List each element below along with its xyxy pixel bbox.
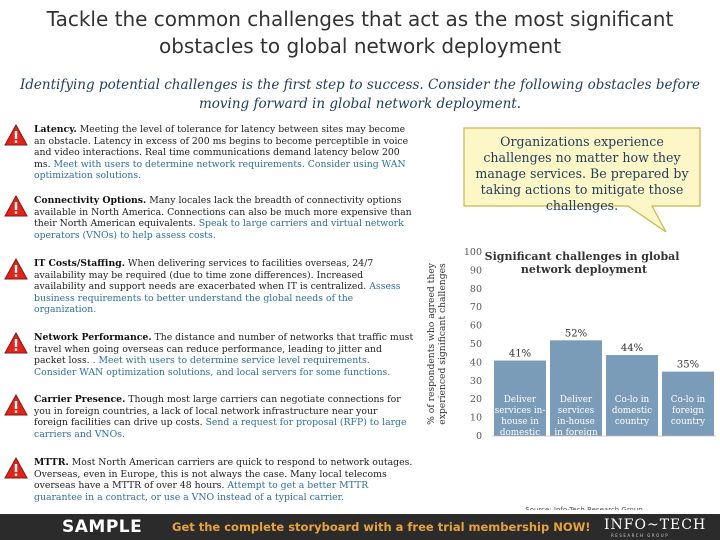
trial-membership-link[interactable]: Get the complete storyboard with a free …	[172, 520, 591, 534]
y-tick-label: 10	[470, 413, 482, 424]
x-category-label-line: in foreign	[554, 428, 598, 438]
chart-title: Significant challenges in global network…	[485, 250, 684, 276]
chart-source: Source: Info-Tech Research Group	[525, 506, 643, 510]
warning-icon	[4, 195, 28, 217]
bar-value-label: 41%	[509, 349, 531, 360]
chart-y-axis-label: % of respondents who agreed theyexperien…	[426, 262, 448, 425]
chart-bar	[550, 340, 602, 436]
challenge-recommendation: Speak to large carriers and virtual netw…	[34, 218, 404, 241]
x-category-label-line: services	[558, 406, 595, 416]
x-category-label-line: country	[559, 439, 593, 449]
challenge-recommendation: Meet with users to determine network req…	[34, 158, 406, 182]
bar-chart: % of respondents who agreed theyexperien…	[426, 247, 716, 510]
x-category-label-line: house in	[501, 417, 539, 427]
x-category-label-line: country	[503, 439, 537, 449]
y-tick-label: 50	[470, 339, 482, 350]
warning-icon	[4, 258, 28, 280]
challenge-heading: Latency.	[34, 124, 77, 135]
challenge-recommendation: . Meet with users to determine service l…	[34, 355, 391, 378]
bar-value-label: 52%	[565, 328, 587, 339]
challenge-heading: Connectivity Options.	[34, 195, 147, 206]
chart-title-line: network deployment	[521, 263, 648, 276]
warning-icon	[4, 332, 28, 354]
y-tick-label: 100	[464, 247, 482, 258]
bar-value-label: 44%	[621, 343, 643, 354]
chart-title-line: Significant challenges in global	[485, 250, 680, 263]
challenge-text: IT Costs/Staffing. When delivering servi…	[34, 258, 414, 316]
x-category-label: Co-lo in foreign country	[671, 395, 706, 427]
y-tick-label: 30	[470, 376, 482, 387]
challenge-body: Most North American carriers are quick t…	[34, 457, 413, 492]
challenge-body: Many locales lack the breadth of connect…	[34, 195, 412, 230]
challenge-heading: MTTR.	[34, 457, 69, 468]
info-tech-logo: INFO~TECH	[604, 517, 707, 533]
x-category-label-line: domestic	[500, 428, 540, 438]
chart-y-axis-label-line: % of respondents who agreed they	[426, 262, 437, 425]
challenge-text: MTTR. Most North American carriers are q…	[34, 457, 414, 503]
x-category-label: Deliver services in-house in domestic count…	[495, 395, 546, 449]
x-category-label-line: domestic	[612, 406, 652, 416]
challenge-body: Meeting the level of tolerance for laten…	[34, 124, 409, 170]
challenge-recommendation: Send a request for proposal (RFP) to lar…	[34, 417, 407, 440]
y-tick-label: 20	[470, 394, 482, 405]
challenge-body: When delivering services to facilities o…	[34, 258, 374, 293]
x-category-label-line: foreign	[672, 406, 704, 416]
warning-icon	[4, 457, 28, 479]
challenge-body: The distance and number of networks that…	[34, 332, 414, 367]
page-title: Tackle the common challenges that act as…	[46, 7, 674, 58]
x-category-label-line: Deliver	[560, 395, 593, 405]
callout-shape	[463, 127, 701, 233]
chart-bar	[662, 371, 714, 436]
y-tick-label: 0	[476, 431, 482, 442]
x-category-label-line: Deliver	[504, 395, 537, 405]
x-category-label: Deliver services in-house in foreign country	[554, 395, 598, 449]
challenge-heading: IT Costs/Staffing.	[34, 258, 125, 269]
challenge-heading: Carrier Presence.	[34, 394, 126, 405]
callout-box: Organizations experience challenges no m…	[462, 126, 702, 233]
challenge-text: Connectivity Options. Many locales lack …	[34, 195, 414, 241]
x-category-label-line: country	[671, 417, 705, 427]
sample-label: SAMPLE	[62, 517, 143, 537]
y-tick-label: 70	[470, 302, 482, 313]
y-tick-label: 40	[470, 357, 482, 368]
challenge-text: Network Performance. The distance and nu…	[34, 332, 414, 378]
challenge-recommendation: Attempt to get a better MTTR guarantee i…	[34, 480, 369, 503]
y-tick-label: 80	[470, 284, 482, 295]
x-category-label-line: Co-lo in	[671, 395, 706, 405]
info-tech-logo-subtitle: RESEARCH GROUP	[611, 533, 670, 538]
page-subtitle: Identifying potential challenges is the …	[19, 77, 701, 112]
x-category-label-line: in-house	[557, 417, 595, 427]
warning-icon	[4, 124, 28, 146]
x-category-label-line: services in-	[495, 406, 546, 416]
x-category-label: Co-lo in domestic country	[612, 395, 652, 427]
callout-text: Organizations experience challenges no m…	[475, 134, 689, 213]
chart-bar	[606, 355, 658, 436]
challenge-text: Latency. Meeting the level of tolerance …	[34, 124, 414, 182]
challenge-heading: Network Performance.	[34, 332, 152, 343]
x-category-label-line: Co-lo in	[615, 395, 650, 405]
challenge-text: Carrier Presence. Though most large carr…	[34, 394, 414, 440]
footer-bar: SAMPLE Get the complete storyboard with …	[0, 514, 720, 540]
challenge-recommendation: Assess business requirements to better u…	[34, 281, 401, 316]
y-tick-label: 90	[470, 265, 482, 276]
warning-icon	[4, 394, 28, 416]
challenge-body: Though most large carriers can negotiate…	[34, 394, 401, 429]
bar-value-label: 35%	[677, 360, 699, 371]
chart-y-axis-label-line: experienced significant challenges	[437, 263, 448, 425]
chart-bar	[494, 360, 546, 436]
x-category-label-line: country	[615, 417, 649, 427]
y-tick-label: 60	[470, 321, 482, 332]
